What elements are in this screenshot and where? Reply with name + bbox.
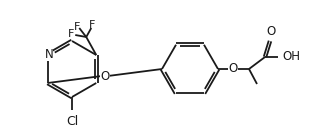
Text: F: F [89,20,95,30]
Text: F: F [74,22,80,32]
Text: O: O [100,69,109,82]
Text: OH: OH [282,51,300,64]
Text: F: F [68,29,75,39]
Text: O: O [266,25,276,38]
Text: N: N [44,48,53,61]
Text: O: O [228,62,238,75]
Text: Cl: Cl [66,115,78,128]
